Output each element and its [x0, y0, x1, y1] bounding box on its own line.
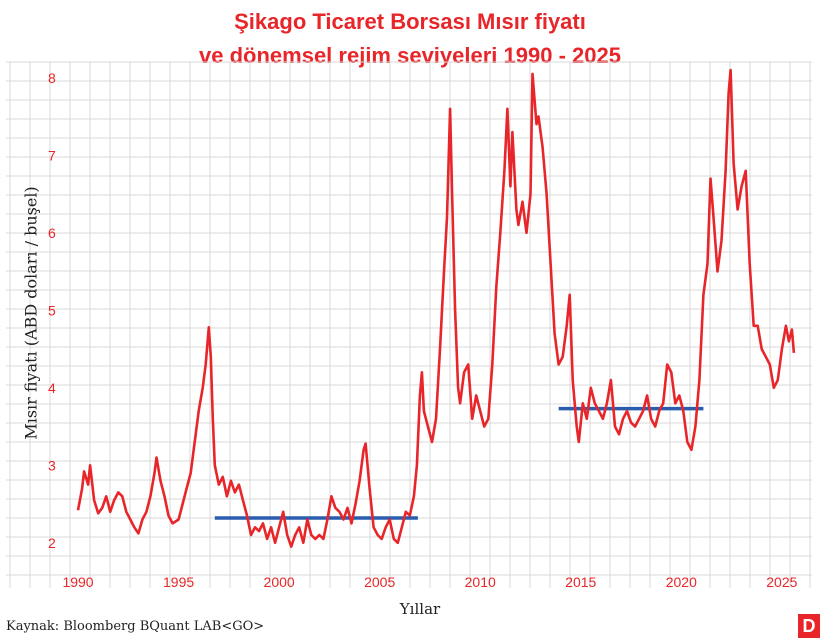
brand-logo: D	[798, 614, 820, 638]
y-tick-label: 3	[48, 457, 56, 473]
x-axis-ticks: 1990 1995 2000 2005 2010 2015 2020 2025	[62, 574, 797, 590]
y-tick-label: 4	[48, 380, 56, 396]
y-tick-label: 8	[48, 70, 56, 86]
x-tick-label: 2025	[766, 574, 797, 590]
y-axis-ticks: 2 3 4 5 6 7 8	[48, 70, 56, 551]
chart-title-line1: Şikago Ticaret Borsası Mısır fiyatı	[234, 9, 586, 34]
y-tick-label: 2	[48, 535, 56, 551]
price-series-line	[76, 68, 796, 548]
y-tick-label: 6	[48, 225, 56, 241]
x-tick-label: 2010	[465, 574, 496, 590]
y-tick-label: 5	[48, 302, 56, 318]
x-tick-label: 2015	[565, 574, 596, 590]
x-tick-label: 2020	[666, 574, 697, 590]
y-axis-label: Mısır fiyatı (ABD doları / buşel)	[21, 186, 41, 440]
x-tick-label: 1990	[62, 574, 93, 590]
x-tick-label: 2005	[364, 574, 395, 590]
x-axis-label: Yıllar	[399, 600, 441, 618]
x-tick-label: 2000	[264, 574, 295, 590]
x-tick-label: 1995	[163, 574, 194, 590]
source-note: Kaynak: Bloomberg BQuant LAB<GO>	[6, 619, 265, 634]
y-tick-label: 7	[48, 147, 56, 163]
series-lines	[76, 68, 796, 548]
